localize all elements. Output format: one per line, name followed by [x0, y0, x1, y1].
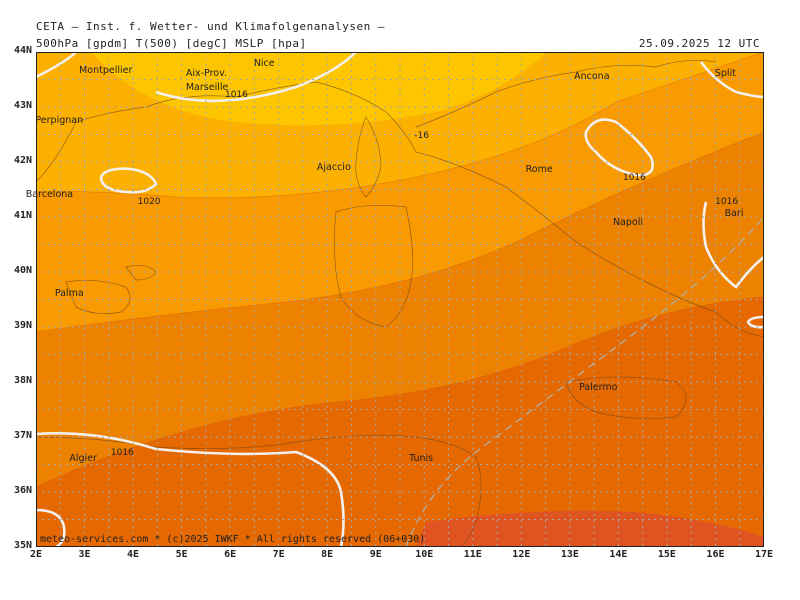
latitude-label: 40N	[13, 265, 32, 276]
latitude-label: 39N	[13, 320, 32, 331]
copyright-footer: meteo-services.com * (c)2025 IWKF * All …	[40, 534, 426, 545]
longitude-label: 5E	[175, 549, 188, 560]
city-label: Palermo	[578, 381, 618, 393]
temp-band-6	[416, 510, 764, 547]
lat-lon-grid	[36, 52, 764, 547]
isobar-value-label: -16	[414, 131, 429, 142]
longitude-label: 8E	[321, 549, 334, 560]
city-label: Perpignan	[35, 114, 84, 126]
longitude-label: 3E	[78, 549, 91, 560]
isobar-value-label: 1016	[622, 172, 646, 183]
city-label: Barcelona	[25, 189, 74, 200]
isobar-1016-east	[584, 118, 654, 177]
latitude-label: 38N	[13, 375, 32, 386]
longitude-label: 14E	[609, 549, 628, 560]
longitude-label: 4E	[127, 549, 140, 560]
isobar-1020-west	[99, 167, 158, 194]
city-label: Algier	[69, 453, 97, 464]
isobar-1016-south	[35, 432, 345, 548]
longitude-label: 9E	[369, 549, 382, 560]
band-edges	[35, 51, 765, 488]
longitude-label: 11E	[463, 549, 482, 560]
isobar-value-label: 1016	[715, 197, 739, 208]
valid-datetime: 25.09.2025 12 UTC	[638, 37, 760, 50]
city-label: Ancona	[574, 70, 610, 82]
city-label: Nice	[253, 58, 275, 70]
longitude-label: 12E	[512, 549, 531, 560]
latitude-label: 35N	[13, 540, 32, 551]
city-label: Ajaccio	[316, 161, 351, 173]
latitude-label: 43N	[13, 100, 32, 111]
longitude-label: 10E	[415, 549, 434, 560]
longitude-label: 6E	[224, 549, 237, 560]
map-canvas	[35, 51, 765, 549]
city-label: Tunis	[409, 453, 434, 464]
chart-title: CETA — Inst. f. Wetter- und Klimafolgena…	[36, 20, 386, 33]
longitude-label: 2E	[29, 549, 43, 560]
longitude-label: 7E	[272, 549, 285, 560]
latitude-label: 44N	[13, 45, 32, 56]
city-label: Napoli	[612, 216, 644, 228]
isobar-sw	[35, 508, 66, 549]
isobar-value-label: 1020	[137, 197, 161, 208]
city-label: Marseille	[185, 81, 229, 93]
city-label: Split	[714, 68, 736, 79]
latitude-label: 37N	[13, 430, 32, 441]
chart-parameters: 500hPa [gpdm] T(500) [degC] MSLP [hpa]	[36, 37, 307, 50]
longitude-label: 16E	[706, 549, 725, 560]
city-label: Palma	[54, 288, 84, 299]
dashed-trough-line	[405, 216, 765, 548]
coastlines	[35, 60, 765, 548]
isobar-1016-north	[35, 51, 357, 103]
longitude-label: 15E	[657, 549, 676, 560]
latitude-label: 36N	[13, 485, 32, 496]
isobar-value-label: 1016	[224, 90, 248, 100]
isobar-value-label: 1016	[110, 447, 134, 458]
longitude-label: 13E	[560, 549, 579, 560]
city-label: Bari	[724, 208, 744, 220]
isobar-1016-bari	[702, 201, 765, 289]
city-label: Rome	[525, 164, 553, 176]
city-label: Aix-Prov.	[185, 68, 228, 79]
latitude-label: 41N	[13, 210, 32, 221]
longitude-label: 17E	[754, 549, 774, 560]
latitude-label: 42N	[13, 155, 32, 166]
city-label: Montpellier	[79, 65, 133, 77]
isobar-1016-ne	[699, 61, 765, 99]
map-border	[36, 52, 764, 547]
weather-map	[35, 51, 765, 549]
isobars	[35, 51, 765, 549]
